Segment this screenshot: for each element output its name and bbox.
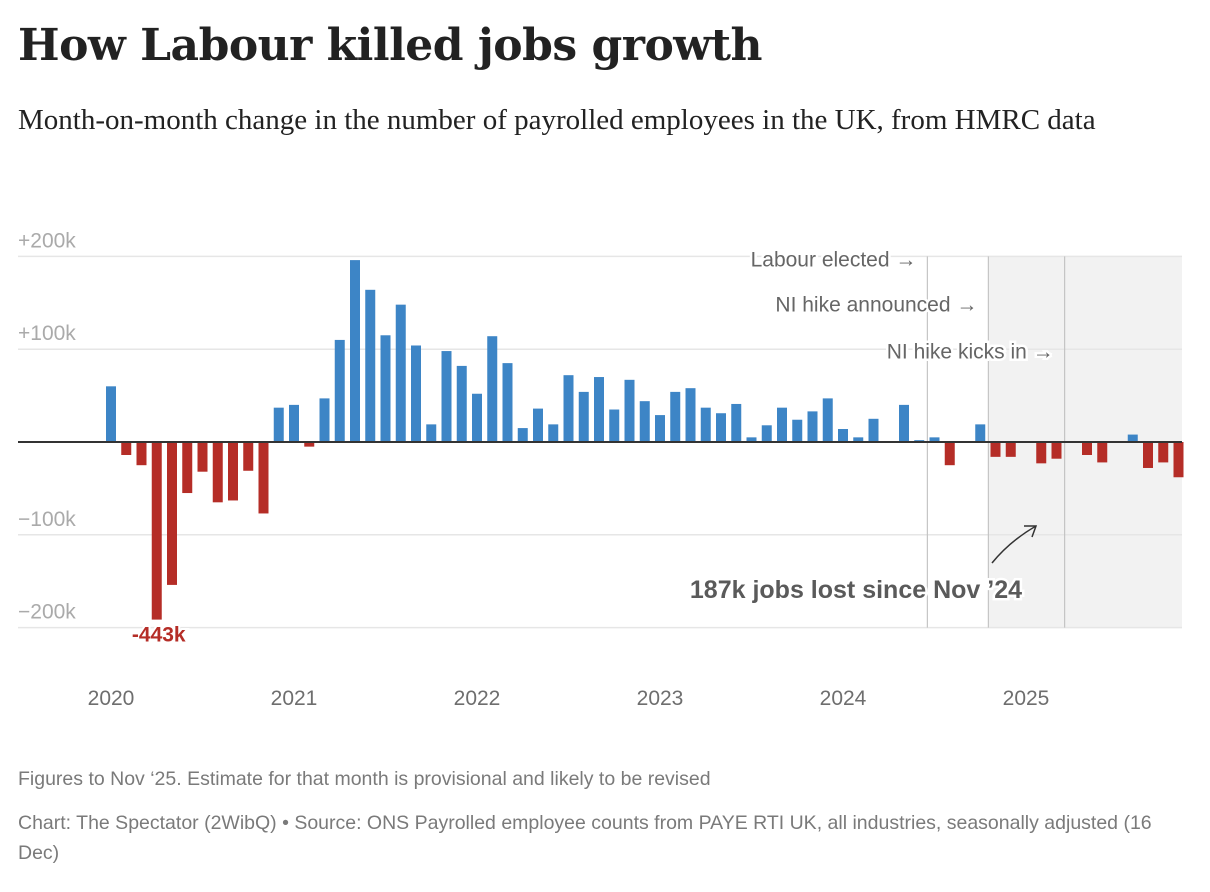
bar-sep-2025 <box>1143 442 1153 468</box>
bar-jan-2022 <box>472 393 482 442</box>
bar-feb-2021 <box>304 442 315 447</box>
bar-apr-2022 <box>517 428 528 442</box>
x-tick-label: 2022 <box>454 687 501 710</box>
bar-sep-2022 <box>594 377 604 442</box>
bar-dec-2021 <box>456 365 467 442</box>
bar-aug-2025 <box>1127 434 1138 442</box>
bar-aug-2022 <box>578 391 589 442</box>
bar-sep-2020 <box>228 442 238 501</box>
bar-oct-2020 <box>243 442 254 471</box>
y-tick-label: +100k <box>18 322 76 345</box>
x-tick-label: 2020 <box>88 687 135 710</box>
bar-apr-2021 <box>334 339 345 442</box>
bar-jan-2023 <box>655 415 665 442</box>
bar-jun-2022 <box>548 424 559 442</box>
bar-jul-2020 <box>197 442 208 472</box>
bar-may-2023 <box>716 413 726 442</box>
event-label: NI hike announced → <box>775 293 977 316</box>
bar-feb-2020 <box>121 442 132 455</box>
bar-aug-2020 <box>212 442 223 503</box>
bar-dec-2024 <box>1005 442 1016 457</box>
chart-subtitle: Month-on-month change in the number of p… <box>18 104 1096 136</box>
bar-aug-2024 <box>944 442 955 466</box>
y-tick-label: +200k <box>18 229 76 252</box>
bar-mar-2025 <box>1051 442 1062 459</box>
bar-oct-2025 <box>1158 442 1169 463</box>
annotation-arrow-icon <box>991 525 1037 564</box>
bar-jan-2021 <box>289 404 299 442</box>
bar-nov-2023 <box>807 411 818 442</box>
bar-nov-2025 <box>1173 442 1184 478</box>
bar-may-2022 <box>533 408 543 442</box>
bar-may-2020 <box>167 442 177 585</box>
bar-feb-2023 <box>670 391 681 442</box>
x-tick-label: 2021 <box>271 687 318 710</box>
bar-dec-2022 <box>639 401 650 442</box>
event-label: NI hike kicks in → <box>887 340 1054 363</box>
bar-mar-2024 <box>868 418 879 442</box>
bar-jan-2020 <box>106 386 116 442</box>
bar-jan-2024 <box>838 429 848 442</box>
bar-may-2024 <box>899 404 909 442</box>
y-tick-label: −100k <box>18 508 76 531</box>
jobs-lost-annotation: 187k jobs lost since Nov ’24 <box>690 576 1022 604</box>
bar-oct-2024 <box>975 424 986 442</box>
bar-nov-2022 <box>624 379 635 442</box>
x-tick-label: 2025 <box>1003 687 1050 710</box>
bar-jul-2023 <box>746 437 757 442</box>
chart-title: How Labour killed jobs growth <box>18 20 762 71</box>
x-tick-label: 2023 <box>637 687 684 710</box>
bar-mar-2021 <box>319 398 330 442</box>
bar-aug-2021 <box>395 304 406 442</box>
bar-mar-2020 <box>136 442 147 466</box>
annotation-arrowhead-icon <box>1024 525 1038 538</box>
bar-sep-2021 <box>411 345 421 442</box>
bar-feb-2022 <box>487 336 498 442</box>
bar-nov-2024 <box>990 442 1001 457</box>
bar-sep-2023 <box>777 407 787 442</box>
bar-jul-2022 <box>563 375 574 442</box>
bar-mar-2022 <box>502 363 513 442</box>
bar-jun-2020 <box>182 442 193 494</box>
min-value-label: -443k <box>132 624 186 647</box>
bar-nov-2020 <box>258 442 269 514</box>
bar-nov-2021 <box>441 351 452 442</box>
footnote: Figures to Nov ‘25. Estimate for that mo… <box>18 768 711 790</box>
source-credit: Chart: The Spectator (2WibQ) • Source: O… <box>18 812 1152 864</box>
y-tick-label: −200k <box>18 601 76 624</box>
bar-jul-2021 <box>380 335 391 442</box>
bar-jun-2021 <box>365 289 376 442</box>
bar-apr-2020 <box>151 442 162 620</box>
x-tick-label: 2024 <box>820 687 867 710</box>
bar-oct-2023 <box>792 419 803 442</box>
bar-mar-2023 <box>685 388 696 442</box>
bar-jun-2025 <box>1097 442 1108 463</box>
bar-oct-2021 <box>426 424 437 442</box>
event-label: Labour elected → <box>751 248 917 271</box>
bar-oct-2022 <box>609 409 620 442</box>
bar-apr-2023 <box>700 407 711 442</box>
bar-jun-2023 <box>731 403 742 442</box>
bar-chart: +200k +100k −100k −200k Labour elected → NI … <box>18 229 1184 710</box>
bar-feb-2025 <box>1036 442 1047 464</box>
bar-feb-2024 <box>853 437 864 442</box>
bar-jul-2024 <box>929 437 940 442</box>
bar-aug-2023 <box>761 425 772 442</box>
bar-may-2025 <box>1082 442 1092 455</box>
bar-dec-2020 <box>273 407 284 442</box>
bar-may-2021 <box>350 260 360 442</box>
bar-dec-2023 <box>822 398 833 442</box>
